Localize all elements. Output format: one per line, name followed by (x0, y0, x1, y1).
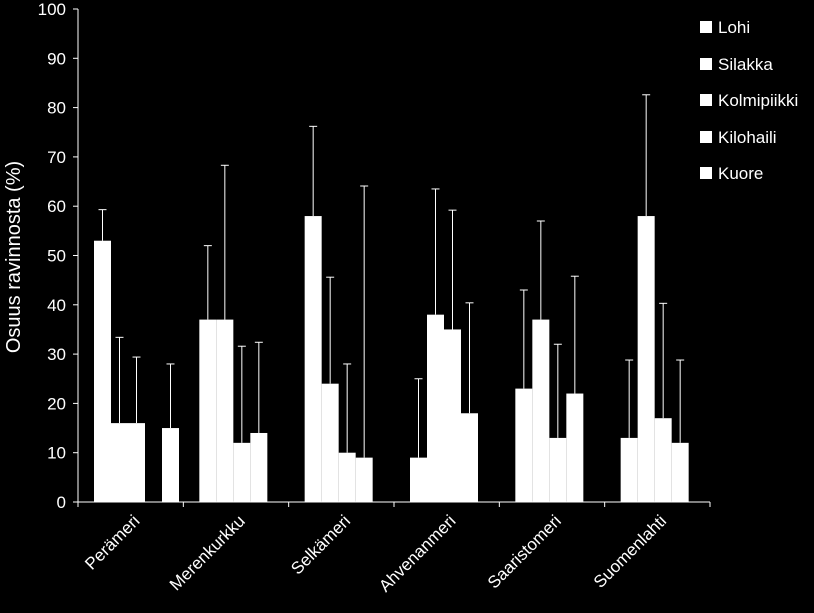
bar (566, 393, 584, 502)
legend-label: Kilohaili (718, 127, 777, 147)
bar (216, 319, 234, 502)
legend-swatch (700, 57, 712, 70)
bar (355, 457, 373, 502)
legend-swatch (700, 94, 712, 106)
x-tick-label: Saaristomeri (484, 511, 565, 592)
bar (620, 437, 638, 502)
bar (410, 457, 427, 502)
x-tick-label: Merenkurkku (166, 511, 249, 594)
y-tick-label: 10 (47, 444, 66, 463)
bar (461, 413, 478, 502)
y-tick-label: 60 (47, 197, 66, 216)
bar (444, 329, 461, 502)
x-tick-label: Selkämeri (287, 511, 354, 578)
legend-swatch (700, 167, 712, 179)
bar (515, 388, 533, 502)
axes (73, 8, 711, 507)
y-tick-label: 90 (47, 49, 66, 68)
bars (94, 94, 689, 502)
legend-swatch (700, 130, 712, 143)
bar (549, 437, 567, 502)
legend-label: Kuore (718, 164, 764, 183)
x-tick-label: Suomenlahti (590, 511, 670, 591)
bar (338, 452, 356, 502)
bar (321, 383, 339, 502)
y-tick-label: 80 (47, 99, 66, 118)
legend-label: Lohi (718, 18, 751, 37)
bar (111, 423, 128, 502)
bar (671, 442, 689, 502)
y-tick-label: 100 (38, 0, 66, 19)
y-axis-label: Osuus ravinnosta (%) (3, 161, 25, 353)
x-tick-label: Perämeri (81, 511, 143, 573)
bar (304, 216, 322, 502)
bar (162, 428, 179, 502)
y-tick-label: 20 (47, 394, 66, 413)
x-tick-label: Ahvenanmeri (375, 511, 459, 595)
legend-label: Silakka (718, 54, 773, 74)
legend-swatch (700, 21, 712, 33)
bar (427, 314, 444, 502)
y-tick-label: 50 (47, 247, 66, 266)
bar (233, 442, 251, 502)
y-tick-label: 0 (57, 493, 66, 512)
bar (94, 240, 111, 502)
bar (199, 319, 217, 502)
bar (637, 216, 655, 502)
bar (128, 423, 145, 502)
y-tick-label: 70 (47, 148, 66, 167)
bar (654, 418, 672, 502)
y-tick-label: 40 (47, 296, 66, 315)
y-tick-label: 30 (47, 345, 66, 364)
bar (532, 319, 550, 502)
legend-label: Kolmipiikki (718, 91, 799, 110)
bar (250, 432, 268, 502)
